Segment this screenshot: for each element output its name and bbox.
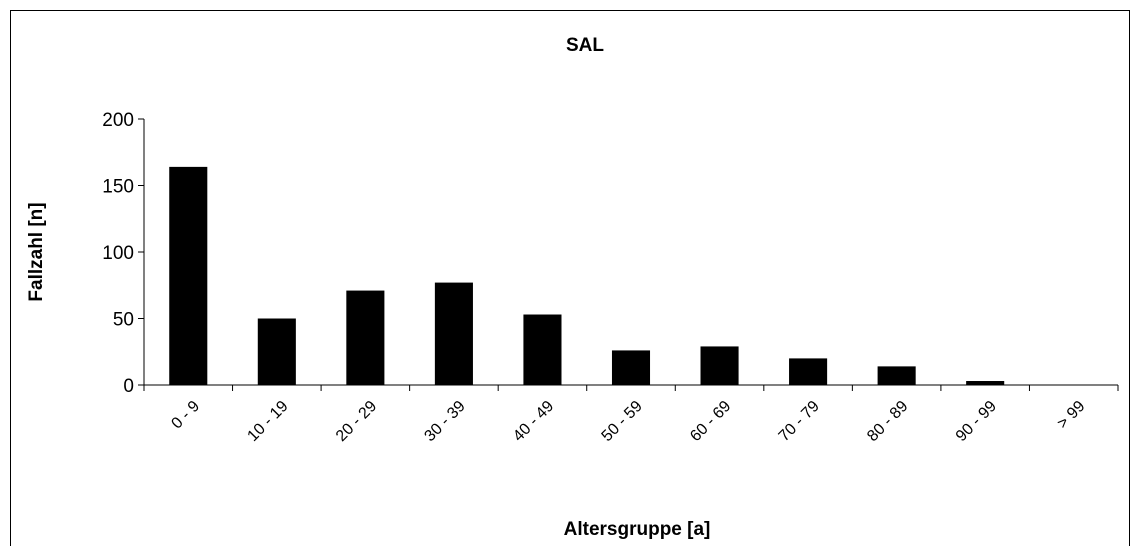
bar <box>877 366 916 385</box>
y-tick-label: 100 <box>102 243 134 264</box>
y-axis-title: Fallzahl [n] <box>26 202 47 301</box>
y-tick-label: 200 <box>102 110 134 131</box>
y-tick-label: 50 <box>113 310 134 331</box>
bar <box>169 166 208 385</box>
bar <box>700 346 739 385</box>
x-axis <box>143 384 1119 391</box>
y-tick-label: 0 <box>123 376 134 397</box>
bars <box>169 166 1005 385</box>
y-axis: 0 50 100 150 200 <box>102 110 145 397</box>
bar <box>611 350 651 385</box>
y-tick-label: 150 <box>102 177 134 198</box>
bar <box>789 358 828 385</box>
bar <box>523 314 562 385</box>
bar <box>434 282 473 385</box>
bar <box>966 381 1005 385</box>
x-axis-title: Altersgruppe [a] <box>564 519 711 540</box>
chart-title: SAL <box>566 35 604 56</box>
bar <box>346 290 385 385</box>
bar <box>257 318 296 385</box>
